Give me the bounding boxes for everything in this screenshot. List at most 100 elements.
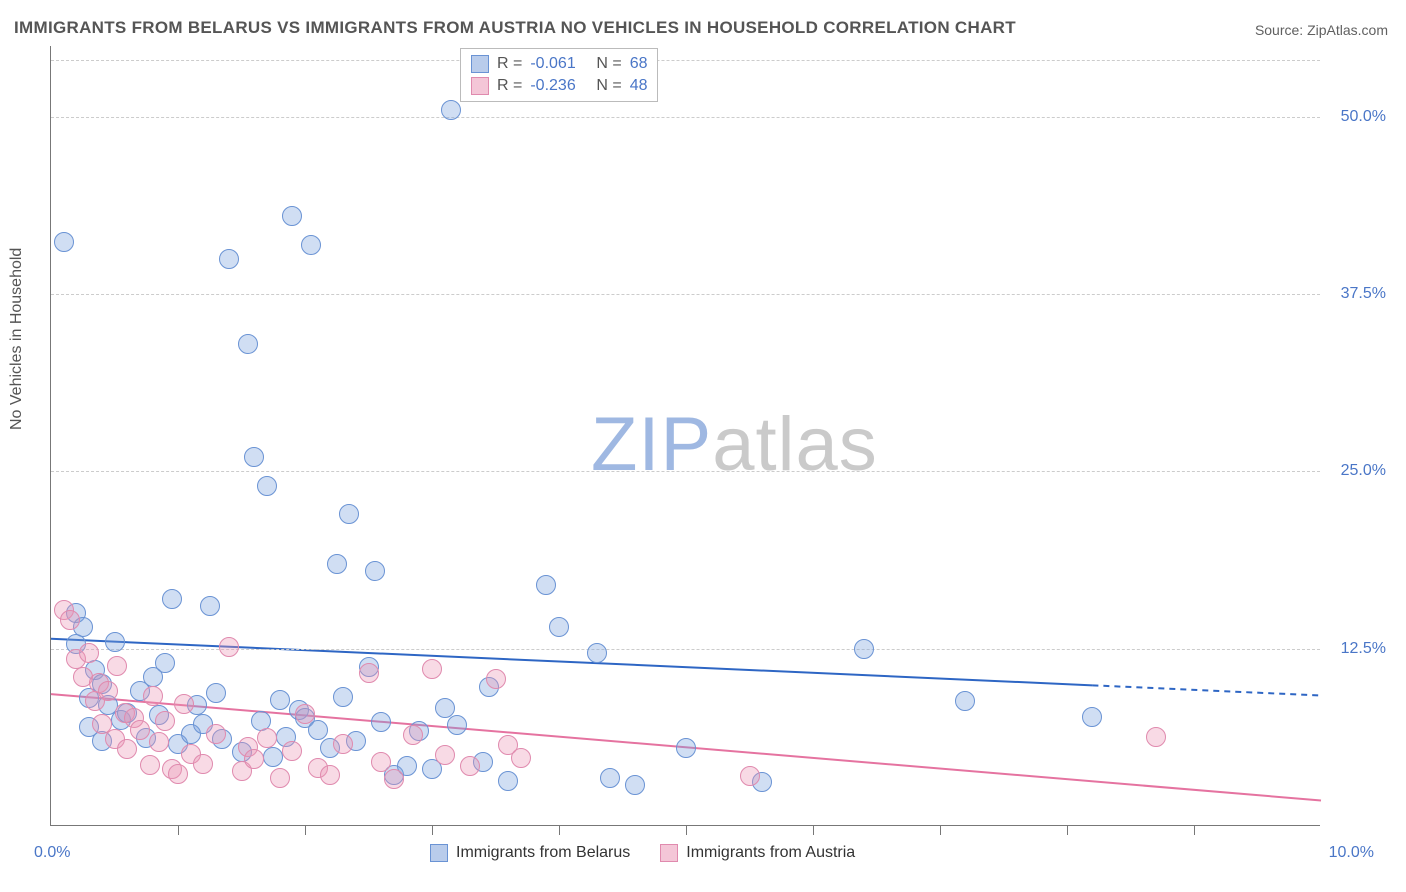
scatter-point xyxy=(536,575,556,595)
trend-line xyxy=(51,639,1092,686)
y-tick-label: 25.0% xyxy=(1341,462,1386,480)
legend-swatch xyxy=(430,844,448,862)
scatter-point xyxy=(486,669,506,689)
gridline xyxy=(51,649,1320,650)
scatter-point xyxy=(257,728,277,748)
source-attribution: Source: ZipAtlas.com xyxy=(1255,22,1388,38)
scatter-point xyxy=(155,711,175,731)
scatter-point xyxy=(1082,707,1102,727)
legend-swatch xyxy=(471,77,489,95)
scatter-point xyxy=(308,720,328,740)
scatter-point xyxy=(263,747,283,767)
scatter-point xyxy=(105,632,125,652)
scatter-point xyxy=(295,704,315,724)
correlation-legend: R = -0.061 N = 68 R = -0.236 N = 48 xyxy=(460,48,658,102)
chart-title: IMMIGRANTS FROM BELARUS VS IMMIGRANTS FR… xyxy=(14,18,1016,38)
series-legend: Immigrants from Belarus Immigrants from A… xyxy=(430,844,855,862)
scatter-point xyxy=(162,589,182,609)
scatter-point xyxy=(435,698,455,718)
gridline xyxy=(51,60,1320,61)
scatter-point xyxy=(854,639,874,659)
scatter-point xyxy=(219,249,239,269)
scatter-point xyxy=(365,561,385,581)
scatter-point xyxy=(107,656,127,676)
scatter-point xyxy=(301,235,321,255)
scatter-point xyxy=(460,756,480,776)
scatter-point xyxy=(270,768,290,788)
scatter-point xyxy=(371,712,391,732)
y-tick-label: 37.5% xyxy=(1341,285,1386,303)
legend-swatch xyxy=(471,55,489,73)
x-tick xyxy=(559,825,560,835)
scatter-point xyxy=(193,754,213,774)
x-tick xyxy=(178,825,179,835)
scatter-point xyxy=(625,775,645,795)
x-axis-max-label: 10.0% xyxy=(1329,844,1374,862)
scatter-point xyxy=(140,755,160,775)
scatter-point xyxy=(244,749,264,769)
scatter-point xyxy=(339,504,359,524)
scatter-point xyxy=(422,659,442,679)
series-legend-item: Immigrants from Austria xyxy=(660,844,855,862)
legend-n-label: N = xyxy=(596,77,621,95)
y-tick-label: 50.0% xyxy=(1341,108,1386,126)
gridline xyxy=(51,471,1320,472)
scatter-point xyxy=(54,232,74,252)
chart-plot-area: ZIPatlas xyxy=(50,46,1320,826)
scatter-point xyxy=(117,739,137,759)
y-axis-label: No Vehicles in Household xyxy=(8,248,26,430)
scatter-point xyxy=(384,769,404,789)
scatter-point xyxy=(549,617,569,637)
scatter-point xyxy=(282,741,302,761)
scatter-point xyxy=(403,725,423,745)
series-legend-item: Immigrants from Belarus xyxy=(430,844,630,862)
legend-r-label: R = xyxy=(497,77,522,95)
scatter-point xyxy=(79,643,99,663)
legend-n-value: 68 xyxy=(630,55,648,73)
scatter-point xyxy=(282,206,302,226)
scatter-point xyxy=(200,596,220,616)
legend-n-value: 48 xyxy=(630,77,648,95)
chart-svg xyxy=(51,46,1320,825)
scatter-point xyxy=(327,554,347,574)
scatter-point xyxy=(587,643,607,663)
scatter-point xyxy=(244,447,264,467)
scatter-point xyxy=(206,683,226,703)
scatter-point xyxy=(219,637,239,657)
scatter-point xyxy=(206,724,226,744)
x-tick xyxy=(305,825,306,835)
scatter-point xyxy=(435,745,455,765)
series-name: Immigrants from Belarus xyxy=(456,844,630,862)
legend-row: R =-0.061N =68 xyxy=(471,53,647,75)
legend-swatch xyxy=(660,844,678,862)
scatter-point xyxy=(320,765,340,785)
scatter-point xyxy=(168,764,188,784)
scatter-point xyxy=(511,748,531,768)
scatter-point xyxy=(130,720,150,740)
scatter-point xyxy=(740,766,760,786)
scatter-point xyxy=(333,734,353,754)
legend-r-value: -0.236 xyxy=(530,77,588,95)
legend-row: R = -0.236 N = 48 xyxy=(471,75,647,97)
scatter-point xyxy=(676,738,696,758)
x-tick xyxy=(1067,825,1068,835)
gridline xyxy=(51,294,1320,295)
x-axis-min-label: 0.0% xyxy=(34,844,70,862)
legend-r-label: R = xyxy=(497,55,522,73)
x-tick xyxy=(813,825,814,835)
legend-r-value: -0.061 xyxy=(530,55,588,73)
scatter-point xyxy=(600,768,620,788)
x-tick xyxy=(940,825,941,835)
scatter-point xyxy=(270,690,290,710)
scatter-point xyxy=(60,610,80,630)
scatter-point xyxy=(143,686,163,706)
series-name: Immigrants from Austria xyxy=(686,844,855,862)
trend-line xyxy=(1092,685,1321,695)
scatter-point xyxy=(441,100,461,120)
x-tick xyxy=(1194,825,1195,835)
scatter-point xyxy=(1146,727,1166,747)
scatter-point xyxy=(955,691,975,711)
scatter-point xyxy=(149,732,169,752)
x-tick xyxy=(686,825,687,835)
scatter-point xyxy=(333,687,353,707)
